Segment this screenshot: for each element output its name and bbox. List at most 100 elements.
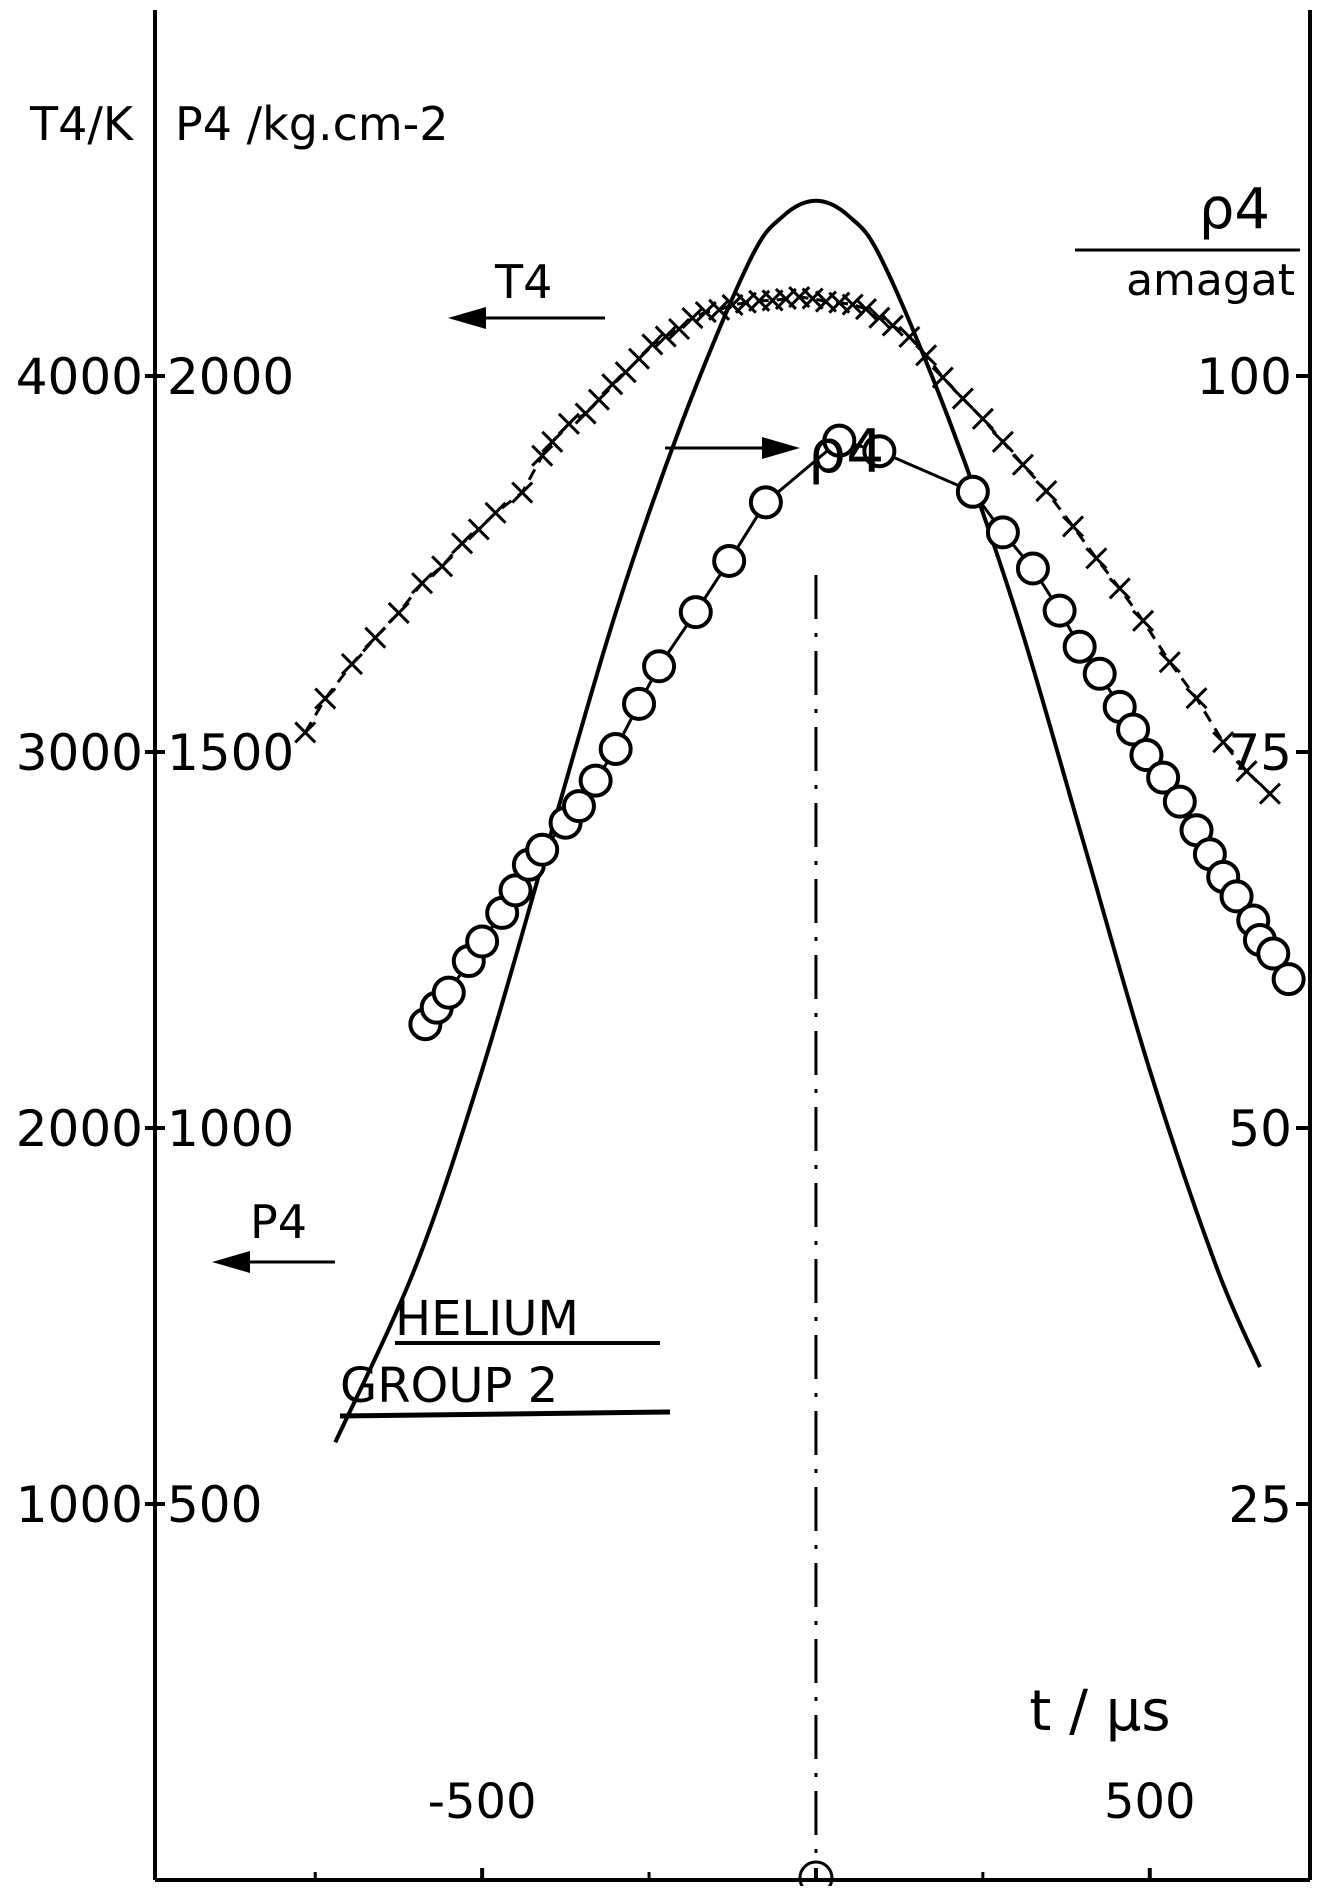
t4-point (951, 387, 974, 410)
t4-point-stroke (294, 721, 317, 744)
t4-point-stroke (410, 572, 434, 595)
tick-label-t4: 2000 (16, 1100, 143, 1158)
t4-point-stroke (451, 532, 474, 555)
t4-point (641, 333, 664, 356)
t4-point-stroke (1132, 609, 1155, 632)
rho4-point (1256, 936, 1291, 971)
t4-point-stroke (721, 293, 744, 316)
t4-point (1185, 687, 1208, 710)
t4-point (915, 344, 938, 367)
t4-point-stroke (1108, 577, 1131, 600)
t4-point-stroke (951, 387, 974, 410)
t4-point-stroke (654, 325, 677, 348)
rho4-point (498, 873, 533, 908)
t4-point-stroke (1158, 651, 1181, 674)
plot-frame (153, 10, 1312, 1882)
tick-label-rho4: 50 (1228, 1100, 1292, 1158)
tick-label-p4: 1000 (167, 1100, 294, 1158)
rho4-point (465, 924, 500, 959)
rho4-point (1162, 784, 1197, 819)
rho4-point (642, 649, 677, 684)
annotation-rho4: ρ4 (808, 417, 884, 487)
t4-point (668, 317, 691, 341)
t4-point-stroke (881, 314, 904, 337)
t4-point-stroke (1035, 479, 1058, 503)
axis-label-t4: T4/K (29, 97, 135, 151)
tick-label-t4: 3000 (16, 724, 143, 782)
t4-point (364, 626, 387, 649)
t4-point (1011, 453, 1034, 476)
series-lines (303, 198, 1290, 1444)
t4-point (1212, 731, 1235, 754)
axis-label-rho4: ρ4 (1199, 177, 1270, 242)
t4-point-stroke (681, 307, 704, 330)
t4-point-stroke (431, 555, 454, 578)
reference-line (798, 575, 834, 1891)
rho4-point (622, 686, 657, 721)
rho4-point (822, 423, 857, 458)
t4-point (531, 444, 554, 467)
rho4-point (1146, 760, 1181, 795)
axis-label-amagat: amagat (1126, 255, 1295, 306)
t4-point-stroke (694, 301, 717, 324)
t4-point-stroke (801, 287, 824, 310)
rho4-point (1062, 629, 1097, 664)
rho4-point (1116, 712, 1151, 747)
t4-point (971, 407, 994, 430)
t4-point (654, 325, 677, 348)
t4-point (1235, 760, 1258, 783)
t4-point (841, 293, 864, 316)
t4-point-stroke (991, 430, 1014, 453)
t4-point-stroke (340, 652, 364, 676)
t4-point-stroke (1212, 731, 1235, 754)
t4-point-stroke (841, 293, 864, 316)
t4-point (557, 412, 580, 435)
rho4-point (1219, 879, 1254, 914)
t4-point (340, 652, 364, 676)
t4-point (694, 301, 717, 324)
series-line-p4 (333, 198, 1262, 1444)
t4-point-stroke (484, 501, 507, 524)
rho4-point (1082, 656, 1117, 691)
rho4-point (598, 731, 633, 766)
chart-title: HELIUM (395, 1291, 579, 1347)
rho4-point (862, 434, 897, 469)
t4-point (1085, 547, 1108, 570)
subtitle-underline (339, 1409, 671, 1419)
rho4-point (561, 789, 596, 824)
p4-arrow-head (212, 1251, 250, 1273)
t4-point (681, 307, 704, 330)
t4-point-stroke (1235, 760, 1258, 783)
t4-point-stroke (668, 317, 691, 341)
t4-point-stroke (1258, 782, 1282, 805)
axis-labels: T4/K P4 /kg.cm-2 ρ4 amagat t / μs (29, 97, 1300, 1744)
t4-point (708, 298, 731, 321)
annotation-t4: T4 (494, 255, 552, 309)
chart-subtitle: GROUP 2 (340, 1358, 558, 1414)
t4-point-stroke (387, 601, 410, 624)
rho4-point (525, 832, 560, 867)
t4-point (541, 430, 564, 453)
series-line-rho4 (424, 439, 1290, 1026)
tick-label-x: -500 (428, 1774, 537, 1830)
t4-point (294, 721, 317, 744)
rho4-point (748, 485, 783, 520)
t4-point (991, 430, 1014, 453)
tick-label-rho4: 100 (1197, 348, 1292, 406)
t4-point (868, 306, 891, 329)
rho4-point (431, 975, 466, 1010)
series-markers (294, 285, 1306, 1042)
t4-point-stroke (854, 298, 878, 321)
tick-label-rho4: 75 (1228, 724, 1292, 782)
axis-label-p4: P4 /kg.cm-2 (175, 97, 449, 151)
t4-arrow-head (448, 307, 486, 329)
t4-point-stroke (868, 306, 891, 329)
tick-label-x: 500 (1104, 1774, 1196, 1830)
zero-time-marker (798, 1860, 834, 1891)
t4-point-stroke (931, 366, 954, 389)
tick-label-rho4: 25 (1228, 1476, 1292, 1534)
t4-point-stroke (314, 687, 337, 710)
t4-point (511, 481, 534, 504)
